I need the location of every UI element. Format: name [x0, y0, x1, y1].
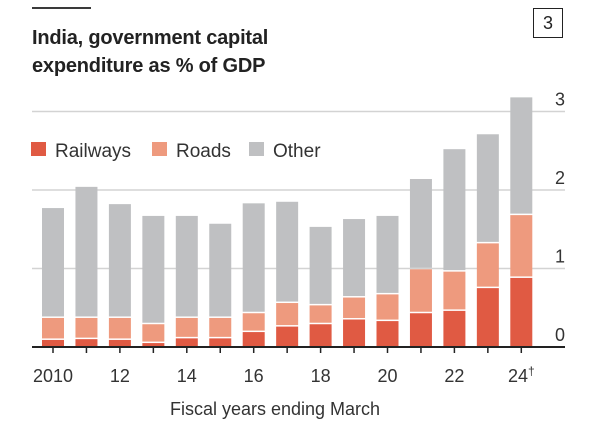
bar-stack-2020	[376, 215, 399, 347]
bar-stack-2021	[409, 179, 432, 347]
x-tick-label: 24†	[508, 364, 535, 386]
y-tick-label: 0	[555, 325, 565, 345]
bar-railways-2019	[343, 319, 366, 347]
legend-swatch-other	[249, 142, 264, 156]
bar-roads-2018	[309, 305, 332, 323]
bar-other-2021	[409, 179, 432, 268]
chart-number-badge: 3	[533, 8, 563, 38]
chart-title-line1: India, government capital	[32, 27, 269, 49]
legend: Railways Roads Other	[31, 141, 321, 162]
bar-roads-2014	[175, 317, 198, 337]
bar-railways-2013	[142, 343, 165, 347]
bar-railways-2012	[108, 339, 131, 347]
bar-other-2010	[42, 208, 64, 317]
x-axis-ticks: 2010 12 14 16 18 20 22 24†	[33, 347, 535, 386]
bar-railways-2018	[309, 324, 332, 347]
bar-railways-2024	[510, 277, 533, 347]
bar-stack-2018	[309, 226, 332, 347]
x-tick-label: 2010	[33, 366, 73, 386]
y-axis-labels: 0 1 2 3	[555, 90, 565, 346]
bar-other-2020	[376, 215, 399, 293]
bars	[42, 97, 533, 348]
bar-stack-2016	[242, 203, 265, 347]
x-tick-label: 18	[311, 366, 331, 386]
bar-other-2019	[343, 219, 366, 297]
bar-stack-2017	[276, 201, 299, 347]
x-tick-label: 22	[444, 366, 464, 386]
bar-other-2011	[75, 186, 98, 317]
legend-item-railways: Railways	[31, 141, 131, 162]
bar-stack-2010	[42, 208, 64, 347]
chart-title: India, government capital expenditure as…	[32, 24, 362, 80]
bar-stack-2023	[476, 134, 499, 348]
bar-railways-2022	[443, 310, 466, 347]
legend-swatch-roads	[152, 142, 167, 156]
bar-stack-2014	[175, 215, 198, 347]
bar-railways-2015	[209, 338, 232, 347]
bar-stack-2012	[108, 204, 131, 347]
bar-roads-2015	[209, 317, 232, 337]
chart-title-line2: expenditure as % of GDP	[32, 55, 266, 77]
bar-stack-2019	[343, 219, 366, 347]
bar-railways-2011	[75, 339, 98, 347]
bar-railways-2020	[376, 321, 399, 347]
x-axis-title: Fiscal years ending March	[170, 399, 380, 419]
bar-railways-2010	[42, 339, 64, 347]
bar-other-2018	[309, 226, 332, 304]
x-tick-label: 20	[377, 366, 397, 386]
y-tick-label: 3	[555, 90, 565, 110]
bar-other-2015	[209, 223, 232, 317]
bar-stack-2015	[209, 223, 232, 347]
x-tick-label: 14	[177, 366, 197, 386]
bar-railways-2014	[175, 338, 198, 347]
bar-roads-2024	[510, 215, 533, 277]
legend-item-roads: Roads	[152, 141, 231, 162]
y-tick-label: 1	[555, 247, 565, 267]
bar-stack-2013	[142, 215, 165, 347]
bar-roads-2010	[42, 317, 64, 339]
bar-other-2016	[242, 203, 265, 312]
legend-label-railways: Railways	[55, 141, 131, 162]
bar-roads-2017	[276, 303, 299, 326]
bar-other-2022	[443, 149, 466, 271]
bar-stack-2024	[510, 97, 533, 347]
bar-roads-2021	[409, 269, 432, 312]
bar-roads-2019	[343, 297, 366, 319]
bar-railways-2016	[242, 332, 265, 347]
legend-item-other: Other	[249, 141, 321, 162]
bar-railways-2023	[476, 288, 499, 348]
bar-railways-2021	[409, 313, 432, 347]
legend-swatch-railways	[31, 142, 46, 156]
bar-other-2012	[108, 204, 131, 317]
legend-label-other: Other	[273, 141, 321, 162]
bar-other-2014	[175, 215, 198, 317]
footnote-marker: †	[528, 364, 535, 378]
bar-roads-2011	[75, 317, 98, 338]
bar-roads-2013	[142, 324, 165, 342]
bar-other-2013	[142, 215, 165, 323]
y-tick-label: 2	[555, 168, 565, 188]
bar-roads-2022	[443, 271, 466, 310]
bar-other-2023	[476, 134, 499, 242]
bar-roads-2012	[108, 317, 131, 339]
bar-other-2017	[276, 201, 299, 302]
x-tick-label: 16	[244, 366, 264, 386]
bar-roads-2016	[242, 313, 265, 331]
legend-label-roads: Roads	[176, 141, 231, 162]
bar-roads-2023	[476, 243, 499, 287]
bar-stack-2022	[443, 149, 466, 347]
x-tick-label: 12	[110, 366, 130, 386]
bar-other-2024	[510, 97, 533, 214]
bar-railways-2017	[276, 326, 299, 347]
top-rule	[32, 7, 91, 9]
bar-stack-2011	[75, 186, 98, 347]
bar-roads-2020	[376, 294, 399, 320]
